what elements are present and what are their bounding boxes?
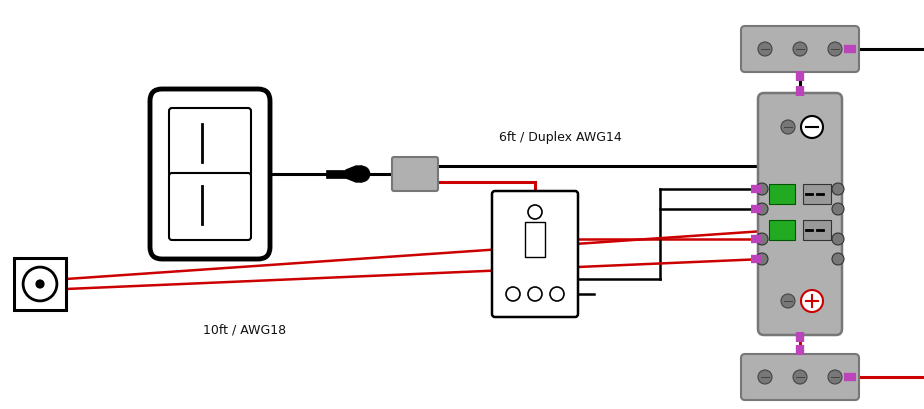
FancyBboxPatch shape	[492, 191, 578, 317]
Circle shape	[550, 287, 564, 301]
Bar	[803, 220, 831, 240]
Circle shape	[832, 234, 844, 245]
FancyBboxPatch shape	[150, 90, 270, 259]
Circle shape	[36, 281, 44, 288]
Bar	[769, 184, 795, 204]
Circle shape	[832, 254, 844, 265]
FancyBboxPatch shape	[169, 109, 251, 178]
Circle shape	[781, 294, 795, 308]
Circle shape	[23, 267, 57, 301]
FancyBboxPatch shape	[741, 354, 859, 400]
FancyBboxPatch shape	[741, 27, 859, 73]
FancyBboxPatch shape	[169, 173, 251, 240]
Circle shape	[756, 234, 768, 245]
Circle shape	[354, 166, 370, 182]
Circle shape	[832, 184, 844, 196]
Bar	[14, 258, 66, 310]
FancyBboxPatch shape	[758, 94, 842, 335]
Bar	[803, 184, 831, 204]
Circle shape	[528, 205, 542, 220]
Bar	[326, 171, 346, 179]
Circle shape	[801, 290, 823, 312]
Circle shape	[801, 117, 823, 139]
Bar	[525, 222, 545, 257]
Circle shape	[793, 43, 807, 57]
Circle shape	[756, 204, 768, 216]
Circle shape	[756, 254, 768, 265]
Circle shape	[758, 43, 772, 57]
FancyBboxPatch shape	[392, 157, 438, 191]
Polygon shape	[346, 166, 362, 182]
Circle shape	[758, 370, 772, 384]
Bar	[769, 220, 795, 240]
Circle shape	[506, 287, 520, 301]
Circle shape	[756, 184, 768, 196]
Circle shape	[528, 287, 542, 301]
Circle shape	[828, 370, 842, 384]
Circle shape	[832, 204, 844, 216]
Circle shape	[793, 370, 807, 384]
Text: 6ft / Duplex AWG14: 6ft / Duplex AWG14	[499, 131, 621, 144]
Circle shape	[781, 121, 795, 135]
Circle shape	[828, 43, 842, 57]
Text: 10ft / AWG18: 10ft / AWG18	[203, 323, 286, 336]
